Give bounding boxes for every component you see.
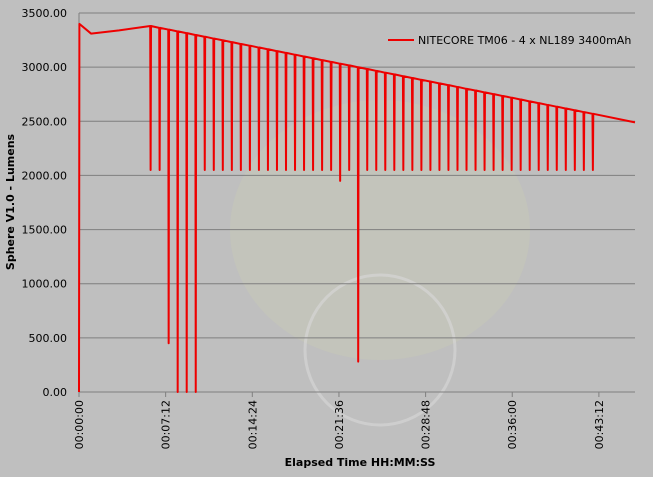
y-tick-label: 3000.00 bbox=[22, 61, 68, 74]
x-tick-label: 00:36:00 bbox=[506, 400, 519, 449]
y-axis-title: Sphere V1.0 - Lumens bbox=[4, 133, 17, 270]
y-tick-label: 1000.00 bbox=[22, 278, 68, 291]
x-tick-label: 00:07:12 bbox=[160, 400, 173, 449]
x-tick-label: 00:28:48 bbox=[420, 400, 433, 449]
y-tick-label: 500.00 bbox=[29, 332, 68, 345]
y-tick-label: 1500.00 bbox=[22, 224, 68, 237]
y-tick-label: 2500.00 bbox=[22, 115, 68, 128]
x-tick-label: 00:00:00 bbox=[73, 400, 86, 449]
x-tick-label: 00:21:36 bbox=[333, 400, 346, 449]
data-line bbox=[78, 22, 636, 393]
y-tick-label: 2000.00 bbox=[22, 169, 68, 182]
x-axis-title: Elapsed Time HH:MM:SS bbox=[285, 456, 436, 469]
y-tick-label: 3500.00 bbox=[22, 7, 68, 20]
x-tick-label: 00:14:24 bbox=[246, 400, 259, 449]
y-tick-label: 0.00 bbox=[43, 386, 68, 399]
legend-label: NITECORE TM06 - 4 x NL189 3400mAh bbox=[418, 34, 631, 47]
background-image bbox=[303, 273, 457, 427]
x-tick-label: 00:43:12 bbox=[593, 400, 606, 449]
